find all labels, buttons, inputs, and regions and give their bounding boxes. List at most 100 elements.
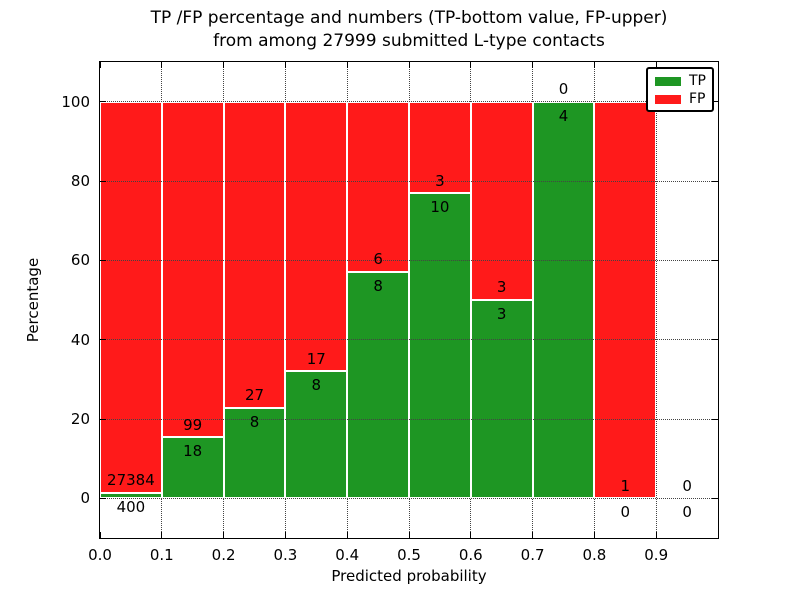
y-tick-label: 40 bbox=[70, 330, 90, 349]
bar-fp-count-label: 0 bbox=[682, 476, 692, 495]
bar-fp-count-label: 1 bbox=[620, 476, 631, 495]
bar-fp-segment bbox=[409, 101, 471, 194]
chart-title: TP /FP percentage and numbers (TP-bottom… bbox=[109, 7, 709, 53]
horizontal-gridline bbox=[100, 180, 718, 182]
x-tick-label: 0.7 bbox=[520, 546, 545, 564]
y-tick-label: 60 bbox=[70, 251, 90, 270]
y-tick-mark bbox=[712, 101, 718, 103]
bar-tp-count-label: 0 bbox=[682, 503, 692, 522]
bar-tp-count-label: 3 bbox=[496, 304, 507, 323]
x-tick-mark bbox=[470, 62, 472, 68]
x-axis-label: Predicted probability bbox=[331, 567, 487, 585]
x-tick-mark bbox=[284, 532, 286, 538]
horizontal-gridline bbox=[100, 101, 718, 103]
y-tick-label: 100 bbox=[61, 92, 90, 111]
y-tick-mark bbox=[712, 180, 718, 182]
fp-swatch-icon bbox=[655, 94, 681, 104]
x-tick-label: 0.8 bbox=[582, 546, 607, 564]
x-tick-mark bbox=[99, 532, 101, 538]
y-tick-label: 0 bbox=[80, 489, 90, 508]
x-tick-mark bbox=[346, 62, 348, 68]
bar-tp-count-label: 8 bbox=[373, 276, 383, 295]
y-tick-mark bbox=[712, 497, 718, 499]
tp-swatch-icon bbox=[655, 76, 681, 86]
bar-tp-count-label: 8 bbox=[249, 412, 260, 431]
bar-tp-segment bbox=[161, 437, 224, 499]
bar-fp-count-label: 3 bbox=[435, 171, 445, 190]
x-tick-label: 0.4 bbox=[335, 546, 360, 564]
legend: TP FP bbox=[646, 67, 714, 112]
bar-fp-segment bbox=[285, 101, 348, 372]
bar-tp-segment bbox=[409, 193, 471, 499]
bar-tp-segment bbox=[285, 371, 348, 499]
x-tick-mark bbox=[593, 532, 595, 538]
horizontal-gridline bbox=[100, 497, 718, 499]
x-tick-label: 0.2 bbox=[211, 546, 236, 564]
bar-fp-segment bbox=[594, 101, 657, 499]
bar-tp-count-label: 10 bbox=[430, 198, 450, 217]
x-tick-label: 0.1 bbox=[149, 546, 174, 564]
y-tick-mark bbox=[100, 259, 106, 261]
bar-tp-segment bbox=[470, 300, 533, 499]
x-tick-mark bbox=[223, 532, 225, 538]
horizontal-gridline bbox=[100, 418, 718, 420]
bar-tp-count-label: 4 bbox=[558, 106, 569, 125]
y-tick-mark bbox=[712, 339, 718, 341]
x-tick-mark bbox=[161, 62, 163, 68]
bar-tp-segment bbox=[223, 407, 286, 499]
x-tick-label: 0.5 bbox=[397, 546, 421, 564]
bar-fp-count-label: 3 bbox=[496, 278, 507, 297]
bar-fp-segment bbox=[161, 101, 224, 438]
bar-tp-segment bbox=[532, 101, 595, 499]
bar-tp-count-label: 0 bbox=[620, 503, 631, 522]
bar-fp-segment bbox=[223, 101, 286, 408]
bar-fp-segment bbox=[100, 101, 162, 493]
x-tick-label: 0.9 bbox=[644, 546, 669, 564]
x-tick-mark bbox=[532, 532, 534, 538]
legend-label-tp: TP bbox=[689, 73, 706, 89]
legend-label-fp: FP bbox=[689, 91, 706, 107]
x-tick-mark bbox=[161, 532, 163, 538]
y-tick-mark bbox=[100, 497, 106, 499]
x-tick-mark bbox=[223, 62, 225, 68]
y-tick-label: 20 bbox=[70, 410, 90, 428]
y-tick-mark bbox=[100, 180, 106, 182]
bar-fp-count-label: 27 bbox=[244, 385, 265, 404]
bar-fp-count-label: 17 bbox=[306, 349, 326, 368]
x-tick-mark bbox=[470, 532, 472, 538]
bar-fp-count-label: 0 bbox=[558, 79, 569, 98]
plot-area: TP FP 27384 400 99 18 27 8 17 8 6 8 3 10 3 3 0 4 1 0 0 0 bbox=[99, 61, 719, 539]
chart-title-line2: from among 27999 submitted L-type contac… bbox=[213, 31, 605, 51]
horizontal-gridline bbox=[100, 339, 718, 341]
x-tick-mark bbox=[346, 532, 348, 538]
x-tick-mark bbox=[593, 62, 595, 68]
y-tick-mark bbox=[100, 418, 106, 420]
x-tick-label: 0.6 bbox=[458, 546, 483, 564]
x-tick-label: 0.0 bbox=[88, 546, 112, 564]
x-tick-mark bbox=[408, 532, 410, 538]
bar-fp-count-label: 99 bbox=[183, 415, 203, 434]
x-tick-mark bbox=[284, 62, 286, 68]
bar-fp-segment bbox=[347, 101, 409, 272]
x-tick-mark bbox=[655, 62, 657, 68]
x-tick-label: 0.3 bbox=[273, 546, 298, 564]
y-tick-label: 80 bbox=[70, 172, 90, 190]
legend-entry-fp: FP bbox=[655, 91, 706, 107]
bar-tp-count-label: 400 bbox=[116, 497, 146, 516]
x-tick-mark bbox=[99, 62, 101, 68]
x-tick-mark bbox=[655, 532, 657, 538]
bar-fp-segment bbox=[470, 101, 533, 300]
bar-tp-segment bbox=[347, 271, 409, 499]
y-tick-mark bbox=[100, 101, 106, 103]
y-tick-mark bbox=[712, 259, 718, 261]
bar-fp-count-label: 6 bbox=[373, 249, 383, 268]
x-tick-mark bbox=[408, 62, 410, 68]
vertical-gridline bbox=[655, 62, 657, 538]
x-tick-mark bbox=[532, 62, 534, 68]
horizontal-gridline bbox=[100, 259, 718, 261]
bar-tp-count-label: 18 bbox=[183, 442, 203, 461]
y-tick-mark bbox=[712, 418, 718, 420]
y-tick-mark bbox=[100, 339, 106, 341]
bar-tp-count-label: 8 bbox=[311, 376, 322, 395]
